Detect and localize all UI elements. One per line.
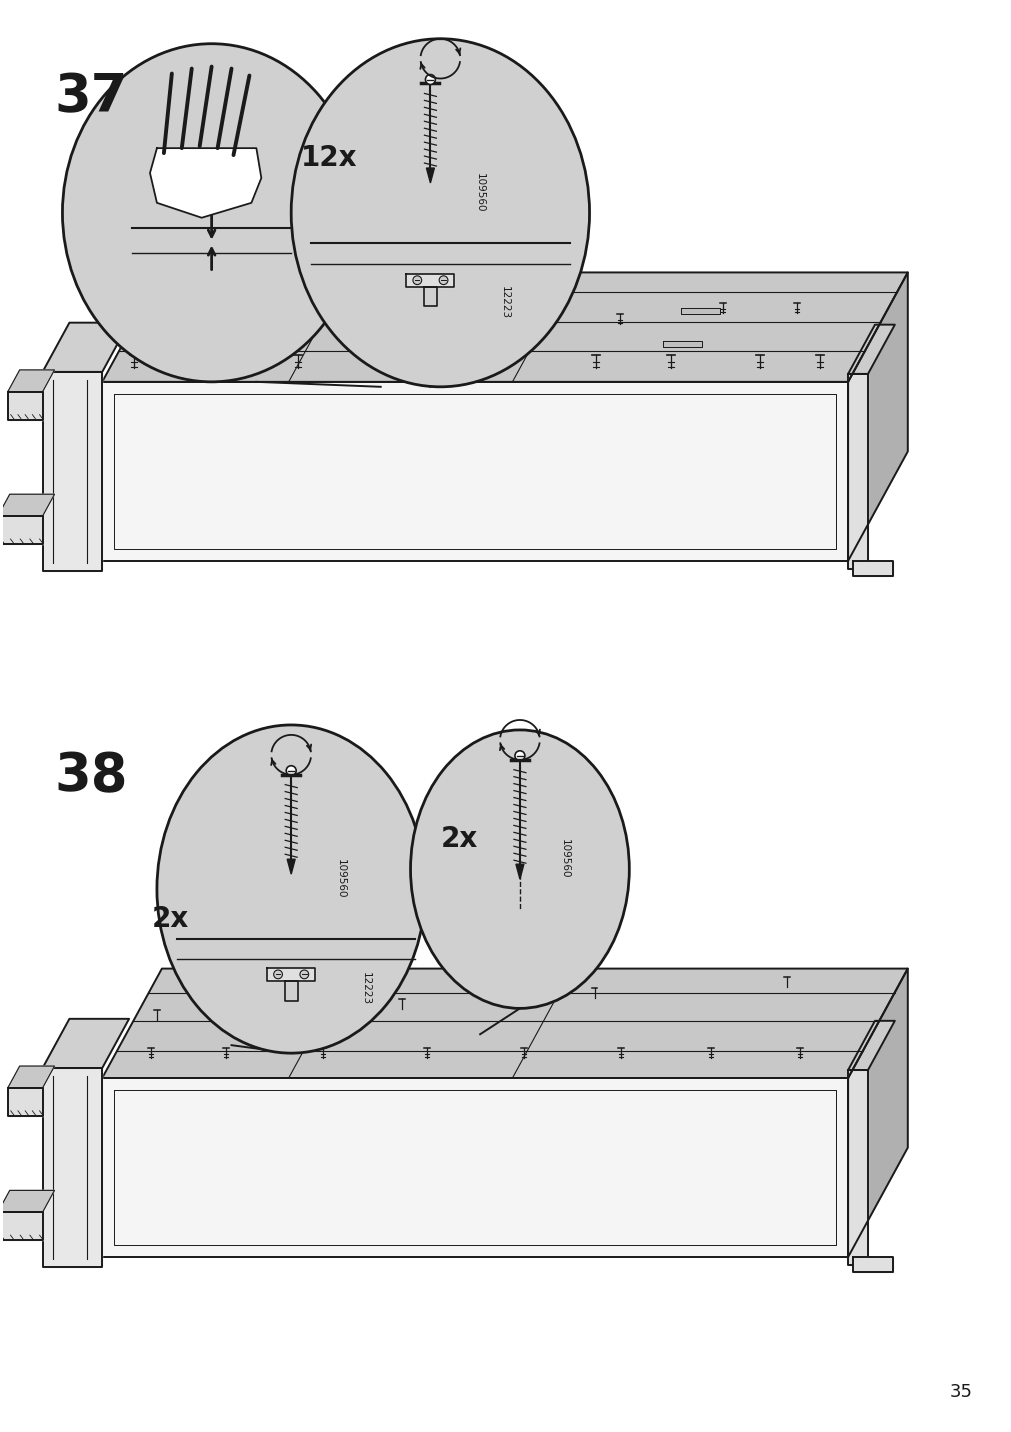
Ellipse shape (410, 730, 629, 1008)
Polygon shape (8, 369, 55, 392)
Circle shape (439, 276, 448, 285)
Circle shape (412, 276, 422, 285)
Polygon shape (679, 308, 720, 314)
Polygon shape (8, 392, 42, 420)
Polygon shape (847, 374, 867, 569)
Polygon shape (102, 272, 907, 382)
Text: 37: 37 (55, 72, 127, 123)
Polygon shape (102, 382, 847, 561)
Circle shape (273, 969, 282, 978)
Polygon shape (0, 516, 42, 544)
Circle shape (299, 969, 308, 978)
Polygon shape (847, 1021, 894, 1070)
Polygon shape (662, 341, 702, 347)
Text: 109560: 109560 (475, 173, 484, 212)
Polygon shape (852, 561, 892, 576)
Polygon shape (267, 968, 315, 981)
Polygon shape (847, 325, 894, 374)
Text: 2x: 2x (152, 905, 189, 932)
Polygon shape (0, 1213, 42, 1240)
Polygon shape (424, 286, 437, 306)
Polygon shape (847, 272, 907, 561)
Polygon shape (847, 1070, 867, 1264)
Polygon shape (42, 1068, 102, 1267)
Text: 2x: 2x (440, 825, 477, 853)
Ellipse shape (291, 39, 589, 387)
Ellipse shape (157, 725, 425, 1053)
Polygon shape (102, 1078, 847, 1257)
Text: 35: 35 (948, 1383, 972, 1402)
Polygon shape (102, 968, 907, 1078)
Text: 12x: 12x (301, 145, 357, 172)
Text: 12223: 12223 (360, 972, 370, 1005)
Polygon shape (42, 322, 129, 372)
Polygon shape (406, 274, 454, 286)
Polygon shape (284, 981, 297, 1001)
Text: 12223: 12223 (499, 286, 510, 319)
Polygon shape (8, 1065, 55, 1088)
Ellipse shape (63, 44, 361, 382)
Text: 109560: 109560 (559, 839, 569, 879)
Polygon shape (0, 1190, 55, 1213)
Text: 38: 38 (55, 750, 127, 802)
Polygon shape (0, 494, 55, 516)
Polygon shape (8, 1088, 42, 1116)
Polygon shape (426, 168, 434, 183)
Circle shape (286, 766, 296, 776)
Polygon shape (287, 859, 295, 874)
Polygon shape (847, 968, 907, 1257)
Polygon shape (42, 372, 102, 571)
Polygon shape (42, 1018, 129, 1068)
Circle shape (425, 74, 435, 84)
Polygon shape (852, 1257, 892, 1272)
Polygon shape (150, 147, 261, 218)
Polygon shape (516, 863, 524, 879)
Circle shape (515, 750, 525, 760)
Text: 109560: 109560 (336, 859, 346, 899)
